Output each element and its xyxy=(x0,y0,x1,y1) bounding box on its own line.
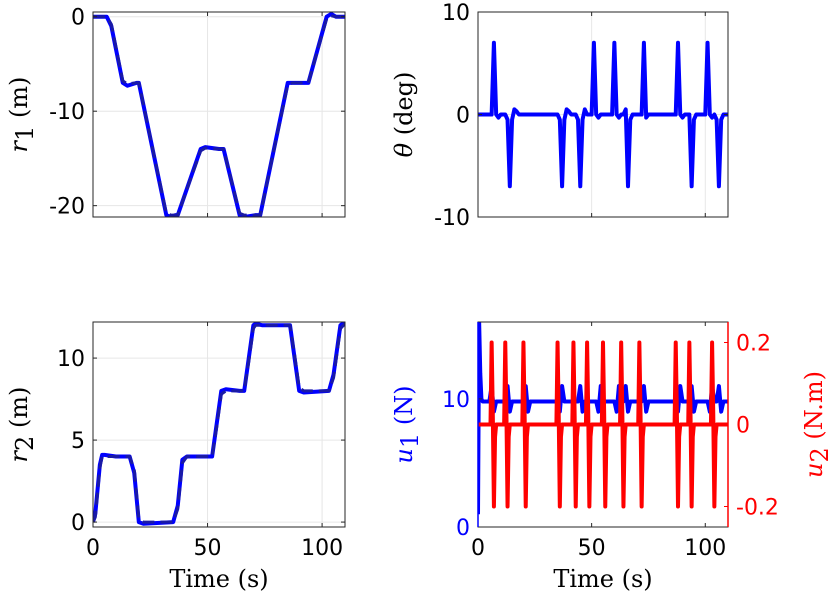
y2-tick-label: 0.2 xyxy=(736,332,771,357)
axes-frame xyxy=(92,11,346,218)
series-line-u-1 xyxy=(478,340,728,509)
y-tick-label: 10 xyxy=(442,388,470,413)
y-axis-label: r2 (m) xyxy=(5,387,39,463)
series-line-r2-0 xyxy=(93,322,345,526)
y-tick-label: 0 xyxy=(71,6,85,31)
y-tick-label: 10 xyxy=(57,347,85,372)
x-axis-label: Time (s) xyxy=(169,565,268,593)
y-tick-label: 0 xyxy=(71,511,85,536)
x-tick-label: 50 xyxy=(578,536,606,561)
y2-axis-label: u2 (N.m) xyxy=(800,371,830,478)
axes-r1: -20 -10 0 xyxy=(49,6,346,220)
y-tick-label: -10 xyxy=(434,206,470,231)
y-tick-label: -20 xyxy=(49,195,85,220)
y-axis-label: θ (deg) xyxy=(390,72,418,158)
series-line-r1-0 xyxy=(93,12,345,217)
series-line-r2-1 xyxy=(93,322,345,524)
y-tick-label: 5 xyxy=(71,429,85,454)
y-tick-label: 0 xyxy=(456,104,470,129)
y-tick-label: 0 xyxy=(456,516,470,541)
x-tick-label: 0 xyxy=(471,536,485,561)
x-tick-label: 100 xyxy=(301,536,343,561)
x-tick-label: 0 xyxy=(86,536,100,561)
series-line-r1-1 xyxy=(93,14,345,217)
x-tick-label: 50 xyxy=(194,536,222,561)
series-line-theta-0 xyxy=(478,40,728,189)
y-axis-label: r1 (m) xyxy=(5,77,39,153)
y2-tick-label: 0 xyxy=(736,414,750,439)
y-axis-label: u1 (N) xyxy=(390,385,424,463)
x-axis-label: Time (s) xyxy=(553,565,652,593)
y-tick-label: 10 xyxy=(442,1,470,26)
y-tick-label: -10 xyxy=(49,100,85,125)
y2-tick-label: -0.2 xyxy=(736,496,779,521)
axes-theta: -10 0 10 xyxy=(434,1,729,231)
x-tick-label: 100 xyxy=(684,536,726,561)
axes-frame xyxy=(92,321,346,528)
